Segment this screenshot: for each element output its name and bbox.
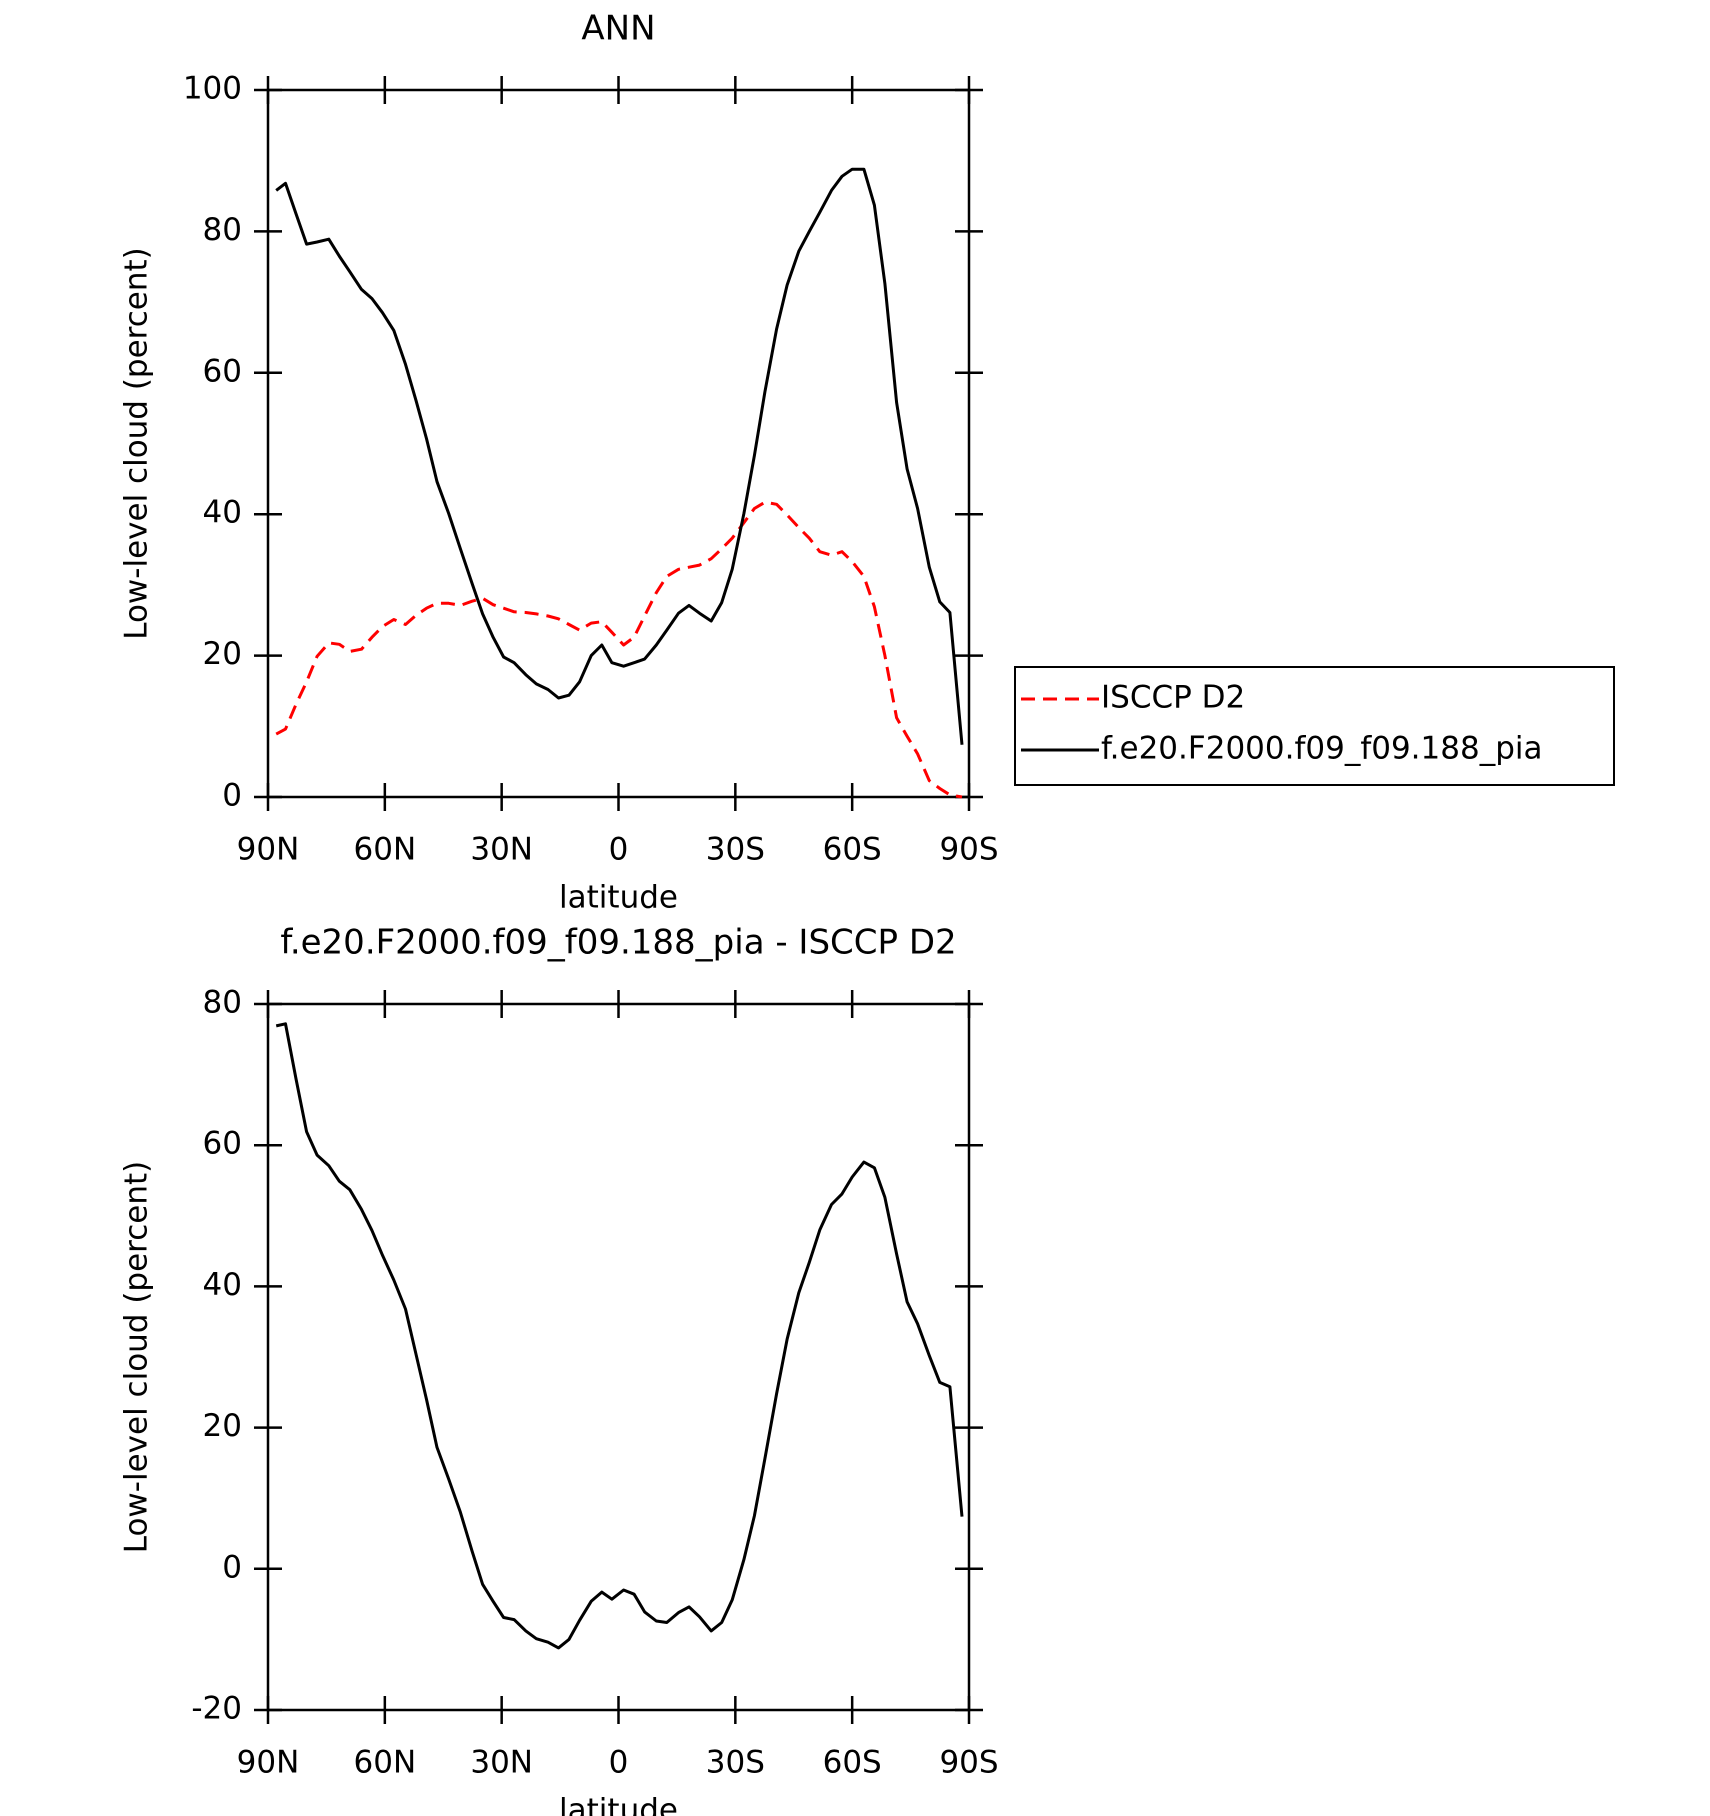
x-tick-label: 90N <box>237 832 300 868</box>
x-tick-label: 60S <box>823 832 882 868</box>
x-tick-label: 30S <box>706 1745 765 1781</box>
y-tick-label: 60 <box>203 1126 242 1162</box>
plot-frame <box>266 1002 971 1712</box>
y-tick-label: 100 <box>183 71 242 107</box>
x-tick-label: 30N <box>470 832 533 868</box>
x-tick-label: 90S <box>939 1745 998 1781</box>
y-axis-label: Low-level cloud (percent) <box>119 1161 155 1554</box>
legend-label: f.e20.F2000.f09_f09.188_pia <box>1101 731 1543 767</box>
series-line <box>275 500 963 799</box>
x-axis-label: latitude <box>559 880 678 916</box>
x-tick-label: 30S <box>706 832 765 868</box>
x-tick-label: 0 <box>609 832 629 868</box>
plot-frame <box>266 88 971 799</box>
chart-title: ANN <box>581 9 655 49</box>
y-tick-label: 60 <box>203 353 242 389</box>
y-axis-label: Low-level cloud (percent) <box>119 247 155 640</box>
y-tick-label: -20 <box>191 1691 242 1727</box>
data-line <box>275 1022 964 1650</box>
x-tick-label: 0 <box>609 1745 629 1781</box>
y-tick-label: 80 <box>203 212 242 248</box>
series-line <box>275 167 964 745</box>
x-tick-label: 30N <box>470 1745 533 1781</box>
chart-title: f.e20.F2000.f09_f09.188_pia - ISCCP D2 <box>280 923 956 963</box>
x-tick-label: 90N <box>237 1745 300 1781</box>
y-tick-label: 20 <box>203 636 242 672</box>
y-tick-label: 20 <box>203 1408 242 1444</box>
x-tick-label: 60N <box>354 832 417 868</box>
y-tick-label: 40 <box>203 495 242 531</box>
y-tick-label: 80 <box>203 985 242 1021</box>
x-tick-label: 60S <box>823 1745 882 1781</box>
x-axis-label: latitude <box>559 1793 678 1816</box>
legend-box <box>1014 666 1615 786</box>
x-tick-label: 90S <box>939 832 998 868</box>
y-tick-label: 0 <box>222 778 242 814</box>
y-tick-label: 0 <box>222 1549 242 1585</box>
y-tick-label: 40 <box>203 1267 242 1303</box>
legend-label: ISCCP D2 <box>1101 680 1245 716</box>
x-tick-label: 60N <box>354 1745 417 1781</box>
